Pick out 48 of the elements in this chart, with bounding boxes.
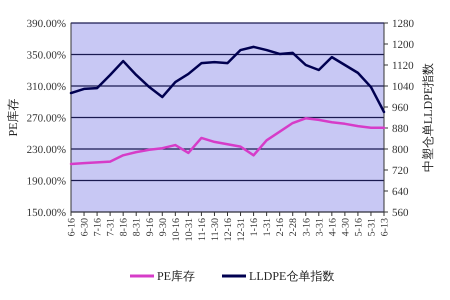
x-tick-label: 6-13 <box>380 218 390 236</box>
y2-tick-label: 1040 <box>392 81 414 93</box>
legend-label: PE库存 <box>157 269 196 283</box>
x-tick-label: 3-31 <box>314 218 326 236</box>
y2-tick-label: 1280 <box>392 18 414 30</box>
x-tick-label: 7-16 <box>92 218 104 236</box>
x-tick-label: 5-16 <box>353 218 364 236</box>
y2-tick-label: 720 <box>392 165 409 177</box>
x-tick-label: 8-16 <box>118 218 130 236</box>
x-tick-label: 11-16 <box>196 218 208 241</box>
x-tick-label: 8-31 <box>132 218 143 236</box>
y-tick-label: 190.00% <box>26 176 66 188</box>
y2-tick-label: 640 <box>392 186 409 198</box>
y2-tick-label: 960 <box>392 102 409 114</box>
x-tick-label: 3-16 <box>301 218 312 236</box>
x-tick-label: 4-30 <box>340 218 352 236</box>
y2-tick-label: 880 <box>392 123 409 135</box>
y-tick-label: 310.00% <box>26 81 66 93</box>
y-tick-label: 390.00% <box>26 18 66 30</box>
x-tick-label: 10-31 <box>184 218 195 242</box>
x-tick-label: 12-31 <box>236 218 248 242</box>
x-tick-label: 6-30 <box>80 218 91 236</box>
y-tick-label: 350.00% <box>26 50 66 62</box>
y-axis-title: PE库存 <box>6 98 20 137</box>
line-series <box>70 117 386 166</box>
x-tick-label: 2-16 <box>275 218 286 236</box>
y-tick-label: 150.00% <box>26 207 66 219</box>
y2-axis-title: 中塑仓单LLDPE指数 <box>421 62 435 172</box>
y-tick-label: 270.00% <box>26 112 66 124</box>
y-tick-label: 230.00% <box>26 144 66 156</box>
x-tick-label: 7-31 <box>106 218 117 236</box>
y2-tick-label: 560 <box>392 207 409 219</box>
legend-label: LLDPE仓单指数 <box>249 269 334 283</box>
x-tick-label: 2-28 <box>288 218 300 236</box>
x-tick-label: 11-30 <box>210 218 221 241</box>
x-tick-label: 10-16 <box>170 218 182 242</box>
x-tick-label: 9-16 <box>144 218 156 236</box>
x-tick-label: 12-16 <box>223 218 234 242</box>
y2-tick-label: 1200 <box>392 39 414 51</box>
y2-tick-label: 1120 <box>392 60 414 72</box>
x-tick-label: 4-16 <box>327 218 338 236</box>
x-tick-label: 9-30 <box>158 218 169 236</box>
x-tick-label: 5-31 <box>366 218 378 236</box>
y2-tick-label: 800 <box>392 144 409 156</box>
line-series <box>70 46 386 114</box>
x-tick-label: 1-31 <box>262 218 274 236</box>
x-tick-label: 6-16 <box>66 218 78 236</box>
x-tick-label: 1-16 <box>249 218 260 236</box>
